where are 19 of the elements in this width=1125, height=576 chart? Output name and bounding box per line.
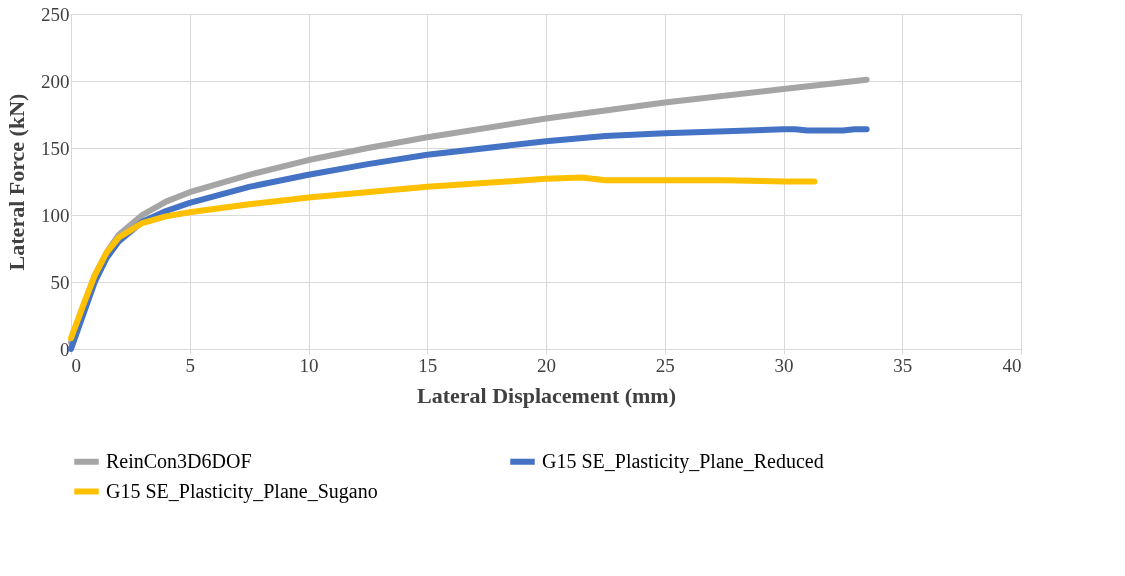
x-tick-label: 25: [655, 354, 675, 376]
y-tick-label: 150: [41, 137, 70, 159]
x-tick-label: 35: [893, 354, 913, 376]
legend-label: G15 SE_Plasticity_Plane_Sugano: [106, 479, 378, 503]
x-tick-label: 30: [774, 354, 794, 376]
y-tick-label: 200: [41, 70, 70, 92]
x-tick-label: 40: [1002, 354, 1022, 376]
y-tick-label: 250: [41, 3, 70, 25]
y-tick-label: 0: [60, 338, 70, 360]
y-tick-label: 50: [50, 271, 70, 293]
legend-label: G15 SE_Plasticity_Plane_Reduced: [542, 449, 824, 473]
x-tick-label: 15: [418, 354, 438, 376]
x-axis-title: Lateral Displacement (mm): [416, 382, 677, 408]
x-tick-label: 10: [299, 354, 319, 376]
x-tick-label: 20: [537, 354, 556, 376]
legend-label: ReinCon3D6DOF: [106, 449, 252, 472]
x-tick-label: 5: [185, 354, 195, 376]
y-axis-title: Lateral Force (kN): [4, 93, 29, 271]
y-tick-label: 100: [41, 204, 70, 226]
